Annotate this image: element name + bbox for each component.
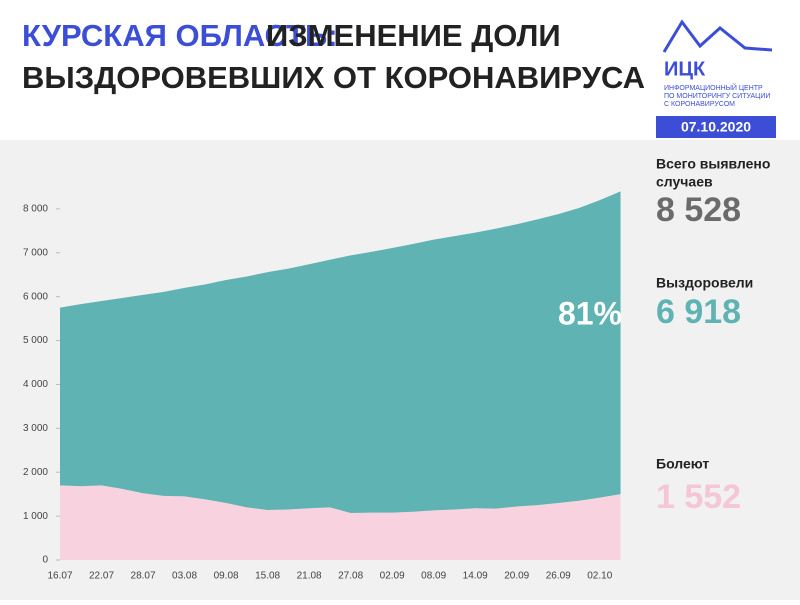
logo-text: С КОРОНАВИРУСОМ — [664, 101, 735, 108]
x-tick-label: 22.07 — [89, 571, 114, 582]
y-tick-label: 1 000 — [23, 511, 48, 522]
x-tick-label: 02.09 — [380, 571, 405, 582]
stat-label: Всего выявлено — [656, 156, 770, 172]
date: 07.10.2020 — [681, 119, 751, 135]
stat-label: Выздоровели — [656, 275, 753, 291]
x-tick-label: 20.09 — [504, 571, 529, 582]
stat-label: Болеют — [656, 456, 709, 472]
x-tick-label: 03.08 — [172, 571, 197, 582]
stat-value: 6 918 — [656, 293, 741, 331]
y-tick-label: 7 000 — [23, 247, 48, 258]
logo-name: ИЦК — [664, 58, 706, 80]
y-tick-label: 0 — [42, 555, 48, 566]
x-tick-label: 27.08 — [338, 571, 363, 582]
y-tick-label: 6 000 — [23, 291, 48, 302]
title-region: КУРСКАЯ ОБЛАСТЬ: — [22, 18, 338, 53]
y-tick-label: 3 000 — [23, 423, 48, 434]
x-tick-label: 21.08 — [297, 571, 322, 582]
y-tick-label: 5 000 — [23, 335, 48, 346]
title: ВЫЗДОРОВЕВШИХ ОТ КОРОНАВИРУСА — [22, 60, 645, 95]
title: ИЗМЕНЕНИЕ ДОЛИ — [266, 18, 561, 53]
logo-text: ПО МОНИТОРИНГУ СИТУАЦИИ — [664, 93, 770, 100]
logo-icon — [662, 19, 773, 53]
date-badge — [656, 116, 776, 138]
x-tick-label: 08.09 — [421, 571, 446, 582]
x-tick-label: 02.10 — [587, 571, 612, 582]
x-tick-label: 26.09 — [546, 571, 571, 582]
x-tick-label: 09.08 — [214, 571, 239, 582]
x-tick-label: 16.07 — [47, 571, 72, 582]
area — [60, 485, 621, 560]
stat-value: 1 552 — [656, 478, 741, 516]
area — [60, 191, 621, 514]
y-tick-label: 4 000 — [23, 379, 48, 390]
stat-label: случаев — [656, 174, 713, 190]
stat-value: 8 528 — [656, 191, 741, 229]
x-tick-label: 14.09 — [463, 571, 488, 582]
y-tick-label: 2 000 — [23, 467, 48, 478]
logo-text: ИНФОРМАЦИОННЫЙ ЦЕНТР — [664, 83, 763, 92]
plot: 0 1 000 2 000 3 000 4 000 5 000 6 000 7 000 8 00… — [23, 191, 621, 582]
y-tick-label: 8 000 — [23, 204, 48, 215]
share-annotation: 81% — [558, 295, 622, 331]
x-tick-label: 28.07 — [131, 571, 156, 582]
x-tick-label: 15.08 — [255, 571, 280, 582]
